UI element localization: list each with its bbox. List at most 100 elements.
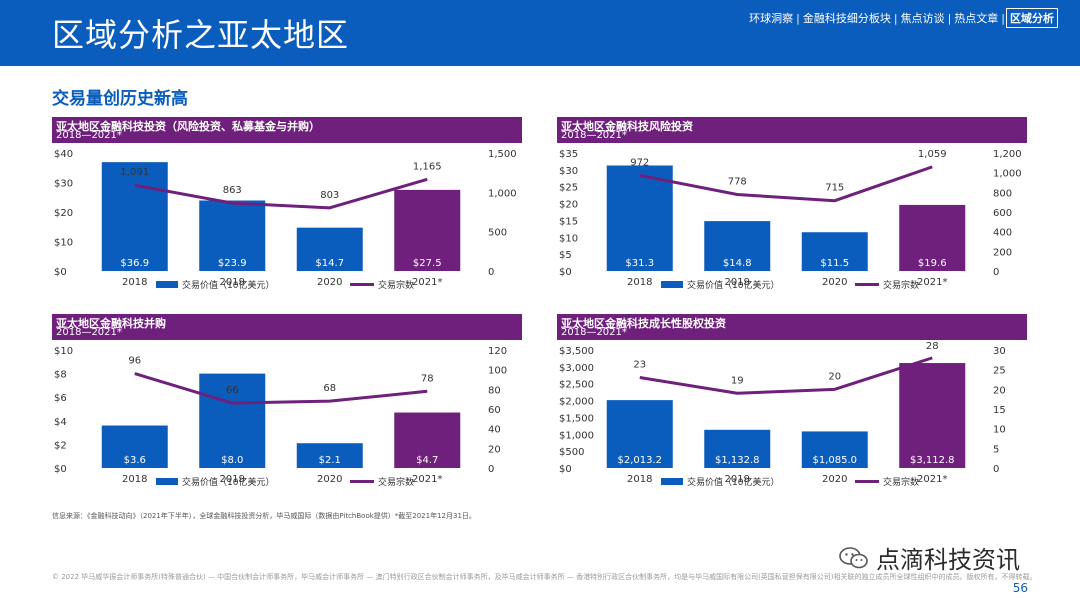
- line-value-label: 19: [731, 375, 744, 386]
- y-right-tick-label: 1,200: [993, 149, 1022, 160]
- legend-swatch-line: [350, 283, 374, 286]
- y-right-tick-label: 60: [488, 405, 501, 416]
- chart-panel-mergers-acquisitions: 亚太地区金融科技并购 2018—2021* $0 $2 $4 $6 $8 $10 0 20 40…: [52, 314, 522, 504]
- y-right-tick-label: 500: [488, 228, 507, 239]
- chart-header: 亚太地区金融科技投资（风险投资、私募基金与并购） 2018—2021*: [52, 117, 522, 143]
- x-tick-label: 2019: [220, 277, 245, 288]
- y-right-tick-label: 40: [488, 425, 501, 436]
- bar: [101, 425, 168, 468]
- bar: [704, 429, 771, 468]
- y-left-tick-label: $0: [54, 267, 67, 278]
- line-value-label: 778: [728, 176, 747, 187]
- bar-value-label: $36.9: [120, 258, 149, 269]
- y-right-tick-label: 100: [488, 366, 507, 377]
- top-nav: 环球洞察 | 金融科技细分板块 | 焦点访谈 | 热点文章 | 区域分析: [747, 8, 1058, 28]
- line-value-label: 96: [128, 356, 141, 367]
- y-right-tick-label: 30: [993, 346, 1006, 357]
- y-left-tick-label: $1,000: [559, 430, 594, 441]
- nav-item-hot-articles[interactable]: 热点文章: [954, 12, 999, 25]
- nav-item-global-insights[interactable]: 环球洞察: [749, 12, 794, 25]
- x-tick-label: 2020: [317, 474, 342, 485]
- x-tick-label: 2018: [122, 474, 147, 485]
- x-tick-label: 2021*: [917, 474, 947, 485]
- chart-title: 亚太地区金融科技投资（风险投资、私募基金与并购）: [56, 120, 320, 133]
- bar-value-label: $2,013.2: [617, 455, 662, 466]
- y-left-tick-label: $4: [54, 417, 67, 428]
- bar-value-label: $2.1: [319, 455, 341, 466]
- legend-label: 交易价值（10亿美元）: [182, 279, 274, 291]
- nav-item-regional-analysis[interactable]: 区域分析: [1006, 8, 1058, 28]
- legend-label: 交易宗数: [378, 476, 414, 488]
- line-value-label: 68: [323, 383, 336, 394]
- bar: [606, 165, 673, 271]
- bar-value-label: $11.5: [820, 258, 849, 269]
- y-right-tick-label: 800: [993, 188, 1012, 199]
- y-right-tick-label: 1,000: [993, 169, 1022, 180]
- y-right-tick-label: 25: [993, 366, 1006, 377]
- line-value-label: 972: [630, 157, 649, 168]
- line-value-label: 1,059: [918, 149, 947, 160]
- y-right-tick-label: 20: [488, 444, 501, 455]
- y-left-tick-label: $8: [54, 370, 67, 381]
- legend-label: 交易价值（10亿美元）: [182, 476, 274, 488]
- legend-label: 交易价值（10亿美元）: [687, 476, 779, 488]
- legend-label: 交易宗数: [883, 476, 919, 488]
- chart-header: 亚太地区金融科技风险投资 2018—2021*: [557, 117, 1027, 143]
- line-value-label: 1,165: [413, 161, 442, 172]
- nav-item-fintech-segments[interactable]: 金融科技细分板块: [802, 12, 891, 25]
- line-value-label: 66: [226, 385, 239, 396]
- legend-swatch-bar: [661, 281, 683, 288]
- x-tick-label: 2021*: [412, 474, 442, 485]
- y-left-tick-label: $30: [54, 179, 73, 190]
- y-right-tick-label: 0: [993, 464, 999, 475]
- bar: [296, 443, 363, 468]
- bar: [899, 363, 966, 468]
- line-value-label: 803: [320, 190, 339, 201]
- y-left-tick-label: $2,500: [559, 380, 594, 391]
- bar: [394, 412, 461, 468]
- bar: [606, 400, 673, 468]
- y-left-tick-label: $2,000: [559, 397, 594, 408]
- x-tick-label: 2019: [220, 474, 245, 485]
- bar-value-label: $1,132.8: [715, 455, 760, 466]
- legend-swatch-bar: [661, 478, 683, 485]
- y-right-tick-label: 400: [993, 228, 1012, 239]
- y-left-tick-label: $25: [559, 183, 578, 194]
- bar: [394, 189, 461, 271]
- line-value-label: 20: [828, 371, 841, 382]
- page-number: 56: [1012, 581, 1028, 595]
- legend-swatch-line: [855, 480, 879, 483]
- y-left-tick-label: $3,000: [559, 363, 594, 374]
- bar-value-label: $23.9: [218, 258, 247, 269]
- y-left-tick-label: $0: [559, 464, 572, 475]
- copyright-footer: © 2022 毕马威华振会计师事务所(特殊普通合伙) — 中国合伙制会计师事务所…: [52, 573, 1037, 581]
- y-right-tick-label: 80: [488, 385, 501, 396]
- bar: [101, 162, 168, 271]
- bar-value-label: $3,112.8: [910, 455, 955, 466]
- y-left-tick-label: $0: [559, 267, 572, 278]
- nav-item-interviews[interactable]: 焦点访谈: [900, 12, 945, 25]
- x-tick-label: 2019: [725, 474, 750, 485]
- x-tick-label: 2019: [725, 277, 750, 288]
- y-right-tick-label: 200: [993, 247, 1012, 258]
- bar-value-label: $27.5: [413, 258, 442, 269]
- y-left-tick-label: $10: [54, 346, 73, 357]
- line-value-label: 863: [223, 185, 242, 196]
- legend-label: 交易价值（10亿美元）: [687, 279, 779, 291]
- line-value-label: 1,091: [120, 167, 149, 178]
- y-right-tick-label: 1,500: [488, 149, 517, 160]
- chart-header: 亚太地区金融科技并购 2018—2021*: [52, 314, 522, 340]
- bar: [199, 373, 266, 468]
- y-left-tick-label: $10: [54, 238, 73, 249]
- y-left-tick-label: $20: [54, 208, 73, 219]
- chart-svg: $0 $2 $4 $6 $8 $10 0 20 40 60 80 100 120 $3.6 2018 $8.0…: [54, 346, 507, 488]
- section-subtitle: 交易量创历史新高: [52, 89, 188, 109]
- y-right-tick-label: 15: [993, 405, 1006, 416]
- y-right-tick-label: 20: [993, 385, 1006, 396]
- y-right-tick-label: 5: [993, 444, 999, 455]
- legend-label: 交易宗数: [378, 279, 414, 291]
- legend-swatch-bar: [156, 478, 178, 485]
- line-value-label: 28: [926, 341, 939, 352]
- line-value-label: 78: [421, 373, 434, 384]
- y-left-tick-label: $3,500: [559, 346, 594, 357]
